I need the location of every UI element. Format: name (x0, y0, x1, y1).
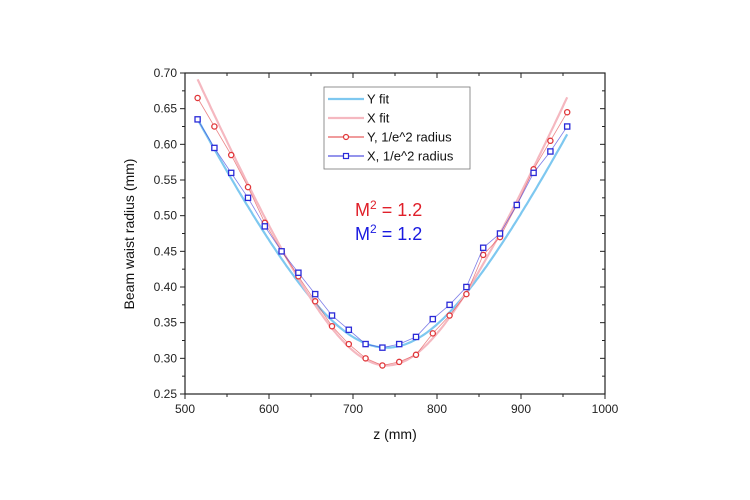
x-tick-label: 900 (511, 402, 531, 416)
data-point (227, 151, 235, 159)
x-tick-label: 500 (175, 402, 195, 416)
data-point (379, 344, 386, 351)
legend-label: X, 1/e^2 radius (367, 149, 454, 164)
data-point (278, 248, 285, 255)
annotation-m: M (355, 224, 370, 244)
data-point (547, 137, 554, 145)
annotation-value: = 1.2 (377, 224, 423, 244)
annotation-superscript: 2 (370, 198, 377, 212)
y-tick-label: 0.45 (154, 244, 178, 258)
legend-entry: Y, 1/e^2 radius (328, 130, 452, 145)
data-point (227, 169, 235, 177)
y-tick-label: 0.25 (154, 387, 178, 401)
data-point (194, 94, 201, 102)
data-point (328, 322, 336, 330)
data-point (547, 148, 554, 155)
y-tick-label: 0.65 (154, 102, 178, 116)
data-point (345, 340, 353, 348)
data-point (261, 223, 269, 230)
data-point (379, 362, 386, 369)
data-point (463, 290, 470, 298)
legend-label: Y, 1/e^2 radius (367, 130, 452, 145)
data-point (328, 312, 336, 319)
legend-marker-square (342, 152, 350, 160)
data-point (563, 123, 571, 130)
legend: Y fit X fit Y, 1/e^2 radius X, 1/e^2 radius (323, 86, 471, 170)
y-tick-label: 0.40 (154, 280, 178, 294)
data-point (446, 301, 453, 309)
y-axis-title: Beam waist radius (mm) (121, 159, 137, 310)
data-point (395, 358, 403, 366)
data-point (446, 312, 453, 319)
data-point (429, 315, 437, 323)
data-point (362, 355, 369, 362)
data-point (530, 169, 537, 177)
data-point (211, 144, 218, 152)
data-point (463, 283, 470, 291)
data-point (194, 116, 201, 123)
data-point (311, 298, 319, 305)
series-x-1-e-2-radius (194, 116, 571, 351)
data-point (479, 244, 487, 252)
x-tick-label: 600 (259, 402, 279, 416)
annotation-m: M (355, 200, 370, 220)
data-point (395, 340, 403, 348)
data-point (479, 251, 487, 259)
y-tick-label: 0.55 (154, 173, 178, 187)
legend-label: Y fit (367, 92, 390, 107)
data-point (345, 326, 353, 334)
y-tick-label: 0.70 (154, 66, 178, 80)
annotation-value: = 1.2 (377, 200, 423, 220)
data-point (244, 183, 252, 191)
series-layer (194, 78, 571, 369)
data-point (211, 123, 218, 130)
m-squared-annotation: M2 = 1.2 (355, 198, 422, 220)
data-point (362, 340, 369, 348)
m-squared-annotation: M2 = 1.2 (355, 222, 422, 244)
data-point (295, 269, 302, 276)
y-tick-label: 0.30 (154, 351, 178, 365)
data-point (412, 351, 420, 359)
data-point (513, 201, 521, 209)
annotation-superscript: 2 (370, 222, 377, 236)
x-tick-label: 800 (427, 402, 447, 416)
x-axis-title: z (mm) (373, 426, 417, 442)
data-point (244, 194, 252, 202)
y-tick-label: 0.50 (154, 209, 178, 223)
data-point (311, 290, 319, 298)
legend-entry: X fit (328, 111, 390, 126)
data-point (412, 333, 420, 341)
data-point (429, 330, 437, 337)
x-tick-label: 700 (343, 402, 363, 416)
y-tick-label: 0.35 (154, 316, 178, 330)
legend-entry: X, 1/e^2 radius (328, 149, 454, 164)
legend-entry: Y fit (328, 92, 390, 107)
data-point (496, 230, 504, 237)
legend-label: X fit (367, 111, 390, 126)
annotations: M2 = 1.2M2 = 1.2 (355, 198, 422, 244)
data-point (563, 108, 571, 116)
y-tick-label: 0.60 (154, 137, 178, 151)
x-tick-label: 1000 (592, 402, 619, 416)
axis-ticks: 500 600 700 800 900 1000 0.25 0.30 0.35 0.40 0.45 0… (154, 66, 619, 416)
legend-marker-circle (342, 133, 350, 141)
